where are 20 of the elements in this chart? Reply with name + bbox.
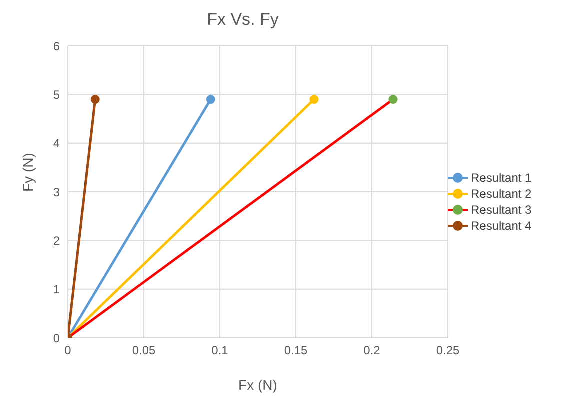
legend-label: Resultant 3 — [471, 203, 532, 217]
y-tick-label: 6 — [53, 39, 60, 54]
y-tick-label: 0 — [53, 331, 60, 346]
y-tick-label: 5 — [53, 88, 60, 102]
y-tick-label: 3 — [53, 185, 60, 200]
x-tick-label: 0.15 — [284, 344, 308, 358]
y-tick-label: 1 — [53, 282, 60, 297]
y-tick-label: 4 — [53, 136, 60, 151]
x-tick-label: 0.05 — [132, 344, 156, 358]
y-tick-label: 2 — [53, 234, 60, 248]
x-tick-label: 0.25 — [436, 344, 460, 358]
x-axis-title: Fx (N) — [238, 376, 278, 393]
chart-title: Fx Vs. Fy — [206, 10, 280, 30]
legend-label: Resultant 1 — [471, 171, 532, 185]
x-tick-label: 0.2 — [364, 344, 381, 358]
x-tick-label: 0.1 — [212, 344, 229, 358]
x-tick-label: 0 — [64, 344, 72, 358]
y-axis-title: Fy (N) — [20, 153, 36, 192]
legend-label: Resultant 2 — [471, 187, 532, 201]
legend-label: Resultant 4 — [471, 219, 532, 233]
